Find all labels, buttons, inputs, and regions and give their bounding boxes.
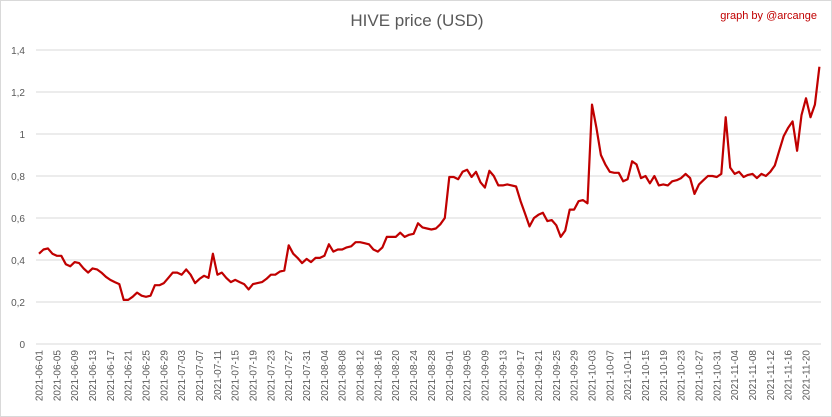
x-tick-label: 2021-08-20 [391,350,402,402]
y-tick-label: 0,2 [11,298,25,309]
x-tick-label: 2021-10-27 [694,350,705,402]
x-tick-label: 2021-07-03 [177,350,188,402]
x-tick-label: 2021-10-15 [641,350,652,402]
x-tick-label: 2021-10-19 [659,350,670,402]
x-tick-label: 2021-08-28 [427,350,438,402]
y-tick-label: 1,4 [11,46,25,57]
x-tick-label: 2021-09-05 [463,350,474,402]
x-tick-label: 2021-08-08 [338,350,349,402]
x-tick-label: 2021-06-05 [52,350,63,402]
x-tick-label: 2021-10-31 [712,350,723,402]
x-tick-label: 2021-11-16 [784,350,795,401]
x-tick-label: 2021-10-23 [677,350,688,402]
x-tick-label: 2021-10-11 [623,350,634,401]
x-tick-label: 2021-11-04 [730,350,741,401]
x-tick-label: 2021-06-25 [142,350,153,402]
x-tick-label: 2021-07-07 [195,350,206,402]
y-tick-label: 0,8 [11,172,25,183]
x-tick-label: 2021-07-15 [231,350,242,402]
x-tick-label: 2021-11-08 [748,350,759,401]
x-tick-label: 2021-08-04 [320,350,331,402]
x-tick-label: 2021-11-12 [766,350,777,401]
x-tick-label: 2021-07-31 [302,350,313,402]
x-tick-label: 2021-10-07 [605,350,616,402]
x-tick-label: 2021-06-09 [70,350,81,402]
x-tick-label: 2021-07-23 [266,350,277,402]
chart-title: HIVE price (USD) [350,11,484,30]
y-tick-label: 1 [19,130,25,141]
y-tick-label: 0,4 [11,256,25,267]
x-tick-label: 2021-09-13 [498,350,509,402]
x-tick-label: 2021-07-19 [249,350,260,402]
y-tick-label: 1,2 [11,88,25,99]
x-tick-label: 2021-08-24 [409,350,420,402]
x-tick-label: 2021-09-21 [534,350,545,402]
y-tick-label: 0 [19,340,25,351]
x-tick-label: 2021-11-20 [802,350,813,401]
price-line [38,66,821,301]
y-tick-label: 0,6 [11,214,25,225]
x-tick-label: 2021-06-13 [88,350,99,402]
x-tick-label: 2021-09-01 [445,350,456,402]
x-tick-label: 2021-06-29 [159,350,170,402]
x-tick-label: 2021-09-09 [480,350,491,402]
x-tick-label: 2021-07-27 [284,350,295,402]
x-tick-label: 2021-06-17 [106,350,117,402]
x-tick-label: 2021-10-03 [587,350,598,402]
x-tick-label: 2021-07-11 [213,350,224,401]
x-tick-label: 2021-08-12 [356,350,367,402]
x-tick-label: 2021-09-17 [516,350,527,402]
x-tick-label: 2021-06-01 [35,350,46,402]
chart-credit: graph by @arcange [720,10,817,22]
x-tick-label: 2021-09-25 [552,350,563,402]
x-tick-label: 2021-08-16 [373,350,384,402]
x-tick-label: 2021-09-29 [570,350,581,402]
x-tick-label: 2021-06-21 [124,350,135,402]
